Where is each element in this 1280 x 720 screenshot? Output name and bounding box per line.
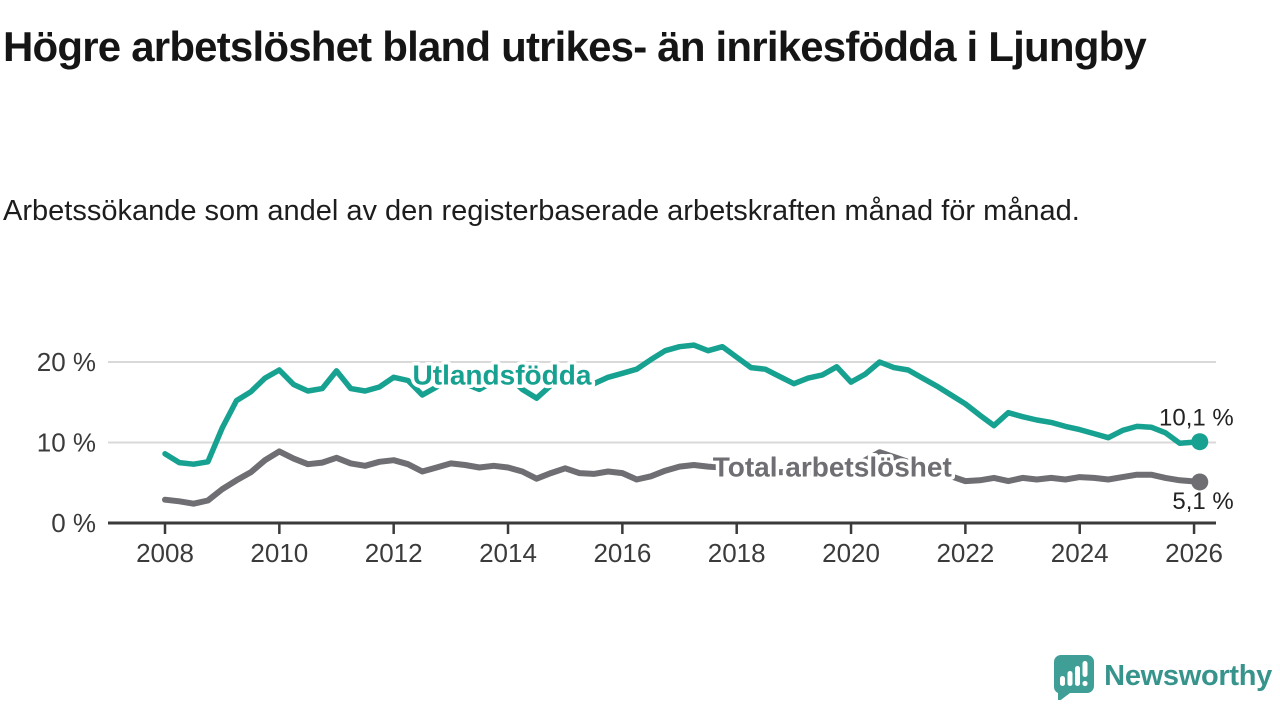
chart-area: 2008 2010 2012 2014 2016 2018 2020 2022 2024 2026… <box>0 320 1280 580</box>
y-tick-label: 0 % <box>51 508 96 538</box>
chart-subtitle: Arbetssökande som andel av den registerb… <box>3 195 1080 227</box>
brand-name: Newsworthy <box>1104 660 1272 692</box>
y-tick-label: 10 % <box>37 428 96 458</box>
newsworthy-logo-icon <box>1054 655 1095 700</box>
brand-footer: Newsworthy <box>1049 653 1272 700</box>
series-line <box>162 448 1203 507</box>
x-tick-label: 2016 <box>593 538 651 568</box>
series-label: Utlandsfödda <box>413 360 592 391</box>
x-tick-label: 2014 <box>479 538 537 568</box>
series-label: Total arbetslöshet <box>713 451 952 482</box>
series-line <box>162 342 1203 467</box>
chart-svg: 2008 2010 2012 2014 2016 2018 2020 2022 2024 2026… <box>37 342 1234 568</box>
x-tick-label: 2026 <box>1165 538 1223 568</box>
x-tick-label: 2010 <box>250 538 308 568</box>
x-tick-label: 2012 <box>365 538 423 568</box>
x-tick-label: 2008 <box>136 538 194 568</box>
series-end-label: 10,1 % <box>1159 405 1234 432</box>
y-tick-label: 20 % <box>37 347 96 377</box>
x-tick-label: 2022 <box>936 538 994 568</box>
series-end-dot <box>1191 433 1209 451</box>
series-end-dot <box>1191 473 1209 491</box>
header: Högre arbetslöshet bland utrikes- än inr… <box>3 22 1208 72</box>
x-tick-label: 2018 <box>708 538 766 568</box>
series-end-label: 5,1 % <box>1172 488 1233 515</box>
x-tick-label: 2024 <box>1051 538 1109 568</box>
page-title: Högre arbetslöshet bland utrikes- än inr… <box>3 23 1147 70</box>
x-tick-label: 2020 <box>822 538 880 568</box>
